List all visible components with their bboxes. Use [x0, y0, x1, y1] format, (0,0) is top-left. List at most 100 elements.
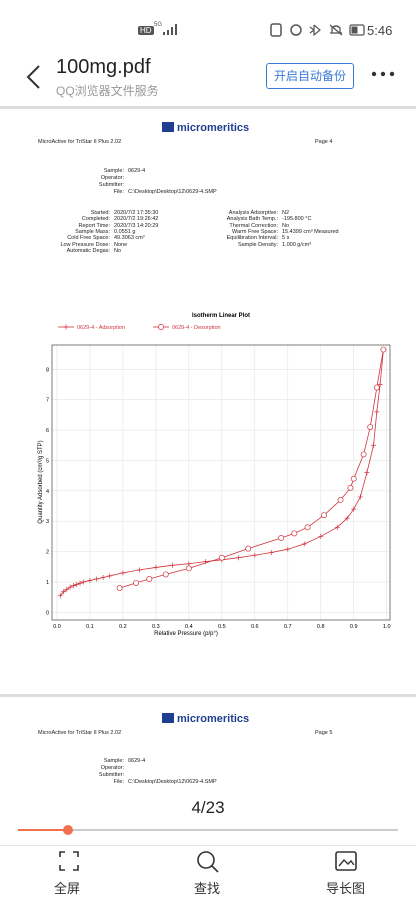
y-tick-label: 8: [46, 367, 49, 373]
info-label: File:: [113, 779, 124, 785]
logo: micromeritics: [162, 713, 249, 725]
legend-marker: [63, 324, 69, 330]
x-tick-label: 0.6: [251, 624, 259, 630]
point-marker: [318, 533, 324, 539]
info-value: N2: [282, 210, 290, 216]
info-value: No: [282, 222, 290, 229]
point-marker: [235, 555, 241, 561]
point-marker: [337, 497, 344, 503]
info-value: 0629-4: [128, 168, 146, 174]
page-indicator: 4/23: [191, 798, 225, 817]
search-icon[interactable]: [196, 850, 220, 874]
point-marker: [120, 570, 126, 576]
info-label: Automatic Degas:: [66, 247, 110, 254]
info-label: Sample Mass:: [75, 228, 110, 235]
page-number: Page 5: [315, 730, 333, 736]
point-marker: [74, 581, 80, 587]
software-name: MicroActive for TriStar II Plus 2.02: [38, 730, 122, 736]
y-tick-label: 0: [46, 610, 49, 616]
y-tick-label: 5: [46, 458, 49, 464]
progress-thumb[interactable]: [63, 825, 73, 835]
series-line: [119, 349, 384, 589]
point-marker: [116, 585, 123, 592]
back-button[interactable]: [24, 64, 44, 90]
point-marker: [107, 573, 113, 579]
signal-icon: [163, 24, 177, 35]
info-label: Equilibration Interval:: [226, 235, 278, 242]
info-label: Operator:: [100, 175, 124, 181]
x-tick-label: 1.0: [383, 624, 391, 630]
x-tick-label: 0.1: [86, 624, 94, 630]
long-image-icon[interactable]: [334, 850, 358, 874]
x-tick-label: 0.7: [284, 624, 292, 630]
point-marker: [334, 524, 340, 530]
point-marker: [162, 571, 169, 578]
info-label: Warm Free Space:: [232, 228, 278, 235]
chart: Isotherm Linear Plot Relative Pressure (…: [38, 313, 391, 637]
backup-button[interactable]: 开启自动备份: [266, 63, 354, 89]
point-marker: [218, 554, 225, 561]
point-marker: [64, 586, 70, 592]
point-marker: [77, 580, 83, 586]
point-marker: [100, 574, 106, 580]
point-marker: [350, 475, 357, 482]
y-axis-label: Quantity Adsorbed (cm³/g STP): [38, 440, 44, 523]
series-line: [59, 349, 384, 596]
x-tick-label: 0.3: [152, 624, 160, 630]
info-value: 1.000 g/cm³: [282, 241, 312, 248]
x-tick-label: 0.0: [53, 624, 61, 630]
info-label: Cold Free Space:: [67, 235, 110, 242]
legend-label: 0629-4 - Desorption: [172, 325, 221, 331]
point-marker: [347, 484, 354, 491]
search-label[interactable]: 查找: [194, 881, 221, 896]
point-marker: [357, 494, 363, 500]
page-number: Page 4: [315, 139, 333, 145]
y-tick-label: 6: [46, 428, 49, 434]
more-button[interactable]: [370, 70, 396, 78]
file-title: 100mg.pdf: [56, 56, 151, 78]
point-marker: [364, 470, 370, 476]
point-marker: [380, 346, 387, 353]
y-tick-label: 4: [46, 489, 49, 495]
y-tick-label: 3: [46, 519, 49, 525]
info-value: 0.0551 g: [114, 228, 136, 235]
x-tick-label: 0.9: [350, 624, 358, 630]
info-label: Thermal Correction:: [229, 222, 278, 229]
info-value: 5 s: [282, 235, 290, 242]
software-name: MicroActive for TriStar II Plus 2.02: [38, 139, 122, 145]
info-value: 2020/7/2 17:35:30: [114, 210, 159, 216]
network-badge: HD: [138, 26, 154, 35]
x-tick-label: 0.5: [218, 624, 226, 630]
point-marker: [153, 564, 159, 570]
info-value: 2020/7/2 19:26:42: [114, 216, 159, 223]
logo: micromeritics: [162, 122, 249, 134]
plot-frame: [51, 344, 391, 621]
signal-label: 5G: [154, 22, 163, 28]
point-marker: [185, 565, 192, 572]
progress-track[interactable]: [18, 829, 398, 831]
info-label: File:: [113, 189, 124, 195]
status-icons: [270, 23, 365, 37]
info-value: 49.3063 cm³: [114, 235, 145, 242]
point-marker: [61, 589, 67, 595]
clock: 5:46: [367, 23, 393, 38]
point-marker: [169, 562, 175, 568]
point-marker: [146, 576, 153, 582]
legend-label: 0629-4 - Adsorption: [77, 325, 125, 331]
x-tick-label: 0.4: [185, 624, 193, 630]
fullscreen-icon[interactable]: [58, 850, 80, 872]
fullscreen-label[interactable]: 全屏: [54, 881, 81, 896]
x-axis-label: Relative Pressure (p/p°): [154, 631, 218, 637]
info-value: No: [114, 247, 122, 254]
info-value: -195.800 °C: [282, 216, 312, 223]
long-image-label[interactable]: 导长图: [326, 881, 366, 896]
point-marker: [351, 506, 357, 512]
info-label: Report Time:: [78, 222, 110, 229]
info-label: Analysis Bath Temp.:: [226, 216, 278, 223]
point-marker: [245, 545, 252, 552]
point-marker: [371, 442, 377, 448]
point-marker: [70, 583, 76, 589]
info-label: Submitter:: [98, 182, 124, 188]
y-tick-label: 1: [46, 580, 49, 586]
